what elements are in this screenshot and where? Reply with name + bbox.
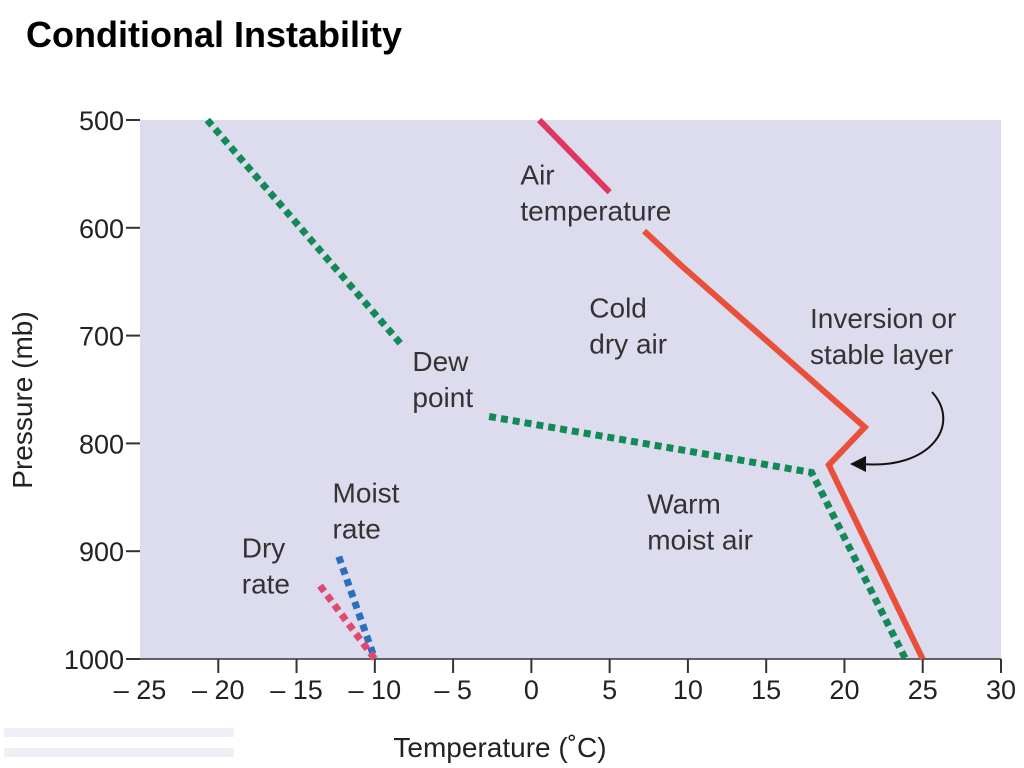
series-layer (204, 117, 926, 662)
x-tick-label: 0 (524, 675, 539, 705)
moist-rate-line (335, 555, 379, 661)
x-tick-label: 30 (986, 675, 1016, 705)
y-tick-label: 800 (79, 429, 124, 459)
x-tick-label: 20 (829, 675, 859, 705)
y-tick-label: 1000 (64, 645, 124, 675)
series-moist-rate (335, 555, 379, 661)
y-axis-ticks: 500 600 700 800 900 1000 (64, 106, 140, 675)
y-axis-title: Pressure (mb) (7, 311, 38, 488)
x-axis-title: Temperature (˚C) (393, 732, 606, 763)
slide-title: Conditional Instability (26, 14, 402, 55)
inversion-arrowhead-icon (850, 456, 866, 472)
series-air-temperature (537, 117, 926, 661)
annotation-label: Warm moist air (647, 488, 753, 555)
annotations: Air temperature Cold dry air Inversion or sta… (242, 160, 957, 600)
y-tick-label: 900 (79, 537, 124, 567)
x-axis: – 25 – 20 – 15 – 10 – 5 0 5 10 15 20 25 30 (114, 658, 1016, 705)
dew-point-line (488, 413, 909, 661)
annotation-label: Moist rate (333, 478, 400, 545)
x-tick-label: 15 (751, 675, 781, 705)
y-tick-label: 500 (79, 106, 124, 136)
y-tick-label: 600 (79, 214, 124, 244)
air-temperature-line (537, 117, 612, 195)
x-tick-label: – 20 (192, 675, 245, 705)
series-dew-point (204, 117, 909, 661)
annotation-label: Dew point (412, 346, 473, 413)
x-tick-label: 10 (673, 675, 703, 705)
annotation-label: Air temperature (520, 160, 671, 227)
inversion-arrow (861, 391, 945, 466)
annotation-label: Dry rate (242, 533, 290, 600)
annotation-label: Cold dry air (589, 292, 667, 359)
x-tick-label: – 5 (434, 675, 472, 705)
y-tick-label: 700 (79, 322, 124, 352)
x-tick-label: – 10 (349, 675, 402, 705)
x-tick-label: 5 (602, 675, 617, 705)
air-temperature-line (642, 228, 926, 661)
series-dry-rate (317, 583, 378, 662)
x-tick-label: – 15 (270, 675, 323, 705)
dry-rate-line (317, 583, 378, 662)
watermark (4, 728, 234, 757)
x-tick-label: – 25 (114, 675, 167, 705)
x-tick-label: 25 (908, 675, 938, 705)
annotation-label: Inversion or stable layer (810, 303, 956, 370)
dew-point-line (204, 117, 406, 349)
